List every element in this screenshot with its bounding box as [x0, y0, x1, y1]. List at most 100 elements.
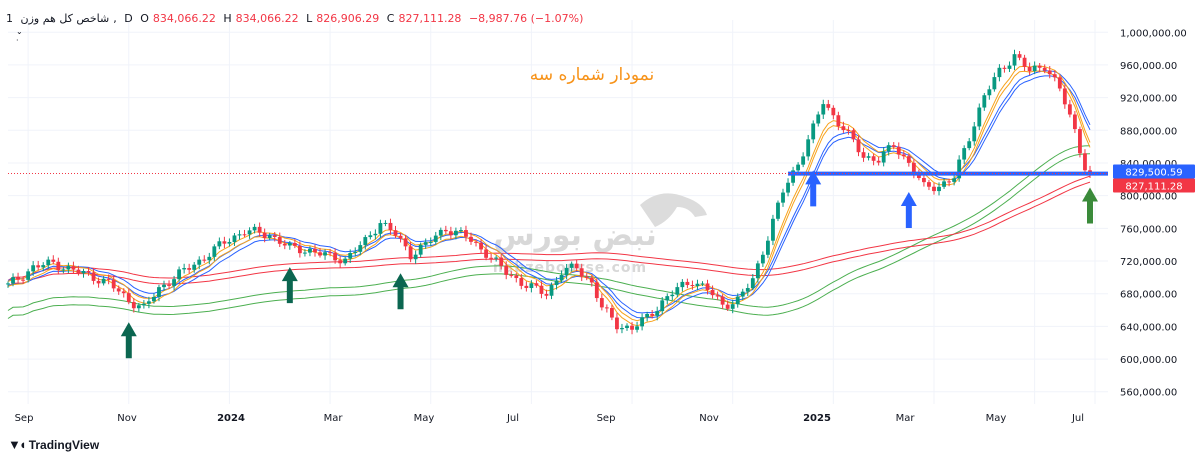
candle-body: [248, 230, 252, 234]
candle-body: [1058, 77, 1062, 88]
candle-body: [479, 243, 483, 250]
candle-body: [454, 231, 458, 235]
candle-body: [26, 271, 30, 279]
candle-body: [66, 266, 70, 269]
candle-body: [348, 253, 352, 259]
x-tick-label: Jul: [506, 413, 519, 424]
candle-body: [892, 145, 896, 147]
candle-body: [635, 326, 639, 329]
candle-body: [21, 280, 25, 281]
candle-body: [358, 245, 362, 252]
candle-body: [801, 156, 805, 164]
candle-body: [504, 266, 508, 275]
candle-body: [228, 242, 232, 244]
candles: [6, 50, 1092, 334]
candle-body: [434, 236, 438, 242]
candle-body: [670, 295, 674, 296]
candle-body: [761, 255, 765, 264]
up-arrow-icon: [282, 267, 298, 303]
candle-body: [459, 230, 463, 231]
up-arrow-icon: [393, 273, 409, 309]
candle-body: [127, 293, 131, 302]
candle-body: [660, 300, 664, 311]
candle-body: [776, 203, 780, 219]
up-arrow-icon: [121, 322, 137, 358]
candle-body: [243, 234, 247, 235]
candle-body: [6, 283, 10, 284]
candle-body: [419, 245, 423, 255]
candle-body: [600, 298, 604, 307]
candle-body: [308, 249, 312, 253]
x-tick-label: 2025: [803, 413, 831, 424]
candle-body: [555, 280, 559, 285]
candle-body: [721, 296, 725, 304]
candle-body: [625, 326, 629, 328]
timeframe-label[interactable]: D: [124, 12, 132, 25]
y-tick-label: 880,000.00: [1120, 126, 1177, 137]
candle-body: [363, 237, 367, 245]
candle-body: [786, 183, 790, 193]
tradingview-label: TradingView: [29, 438, 99, 452]
candle-body: [630, 326, 634, 330]
candle-body: [469, 237, 473, 242]
dot-indicator-icon: ·: [16, 36, 19, 45]
candle-body: [11, 277, 15, 283]
x-tick-label: Nov: [699, 413, 719, 424]
tradingview-logo[interactable]: ▼◖ TradingView: [8, 437, 99, 452]
candle-body: [746, 288, 750, 292]
candle-body: [207, 257, 211, 260]
candle-body: [857, 139, 861, 152]
candle-body: [222, 241, 226, 243]
candle-body: [1018, 54, 1022, 58]
candle-body: [1063, 89, 1067, 105]
candle-body: [424, 242, 428, 245]
candle-body: [61, 269, 65, 270]
x-tick-label: May: [414, 413, 435, 424]
candle-body: [112, 280, 116, 289]
candle-body: [806, 139, 810, 156]
candle-body: [409, 246, 413, 259]
y-tick-label: 600,000.00: [1120, 355, 1177, 366]
candle-body: [1053, 74, 1057, 77]
candle-body: [36, 265, 40, 267]
candle-body: [937, 187, 941, 191]
candle-body: [87, 271, 91, 272]
collapse-indicator-icon[interactable]: ⌄: [16, 27, 23, 36]
watermark-brand: نبض بورس: [493, 218, 657, 253]
candle-body: [716, 295, 720, 296]
open-label: O: [140, 12, 149, 25]
candle-body: [706, 283, 710, 290]
candle-body: [238, 234, 242, 235]
ohlc-header: 1 شاخص کل هم وزن, D O834,066.22 H834,066…: [6, 12, 587, 25]
candle-body: [172, 279, 176, 286]
symbol-label[interactable]: شاخص کل هم وزن: [21, 12, 110, 25]
candle-body: [253, 227, 257, 230]
candle-body: [182, 268, 186, 269]
candle-body: [726, 305, 730, 309]
candle-body: [1013, 54, 1017, 65]
candle-body: [550, 285, 554, 296]
x-tick-label: Sep: [597, 413, 616, 424]
candle-body: [907, 156, 911, 163]
candle-body: [1033, 66, 1037, 71]
candle-body: [368, 235, 372, 237]
candle-body: [494, 258, 498, 259]
y-tick-label: 800,000.00: [1120, 192, 1177, 203]
watermark: نبض بورس nabzebourse.com: [493, 193, 707, 276]
x-tick-label: May: [986, 413, 1007, 424]
candle-body: [821, 104, 825, 114]
low-label: L: [306, 12, 312, 25]
candle-body: [731, 304, 735, 309]
up-arrow-icon: [901, 192, 917, 228]
y-tick-label: 960,000.00: [1120, 61, 1177, 72]
candle-body: [283, 244, 287, 246]
candle-body: [439, 230, 443, 236]
candle-body: [575, 264, 579, 269]
candle-body: [942, 181, 946, 186]
candle-body: [741, 292, 745, 297]
candle-body: [882, 151, 886, 162]
candle-body: [987, 89, 991, 95]
change-value: −8,987.76 (−1.07%): [469, 12, 583, 25]
open-value: 834,066.22: [153, 12, 216, 25]
